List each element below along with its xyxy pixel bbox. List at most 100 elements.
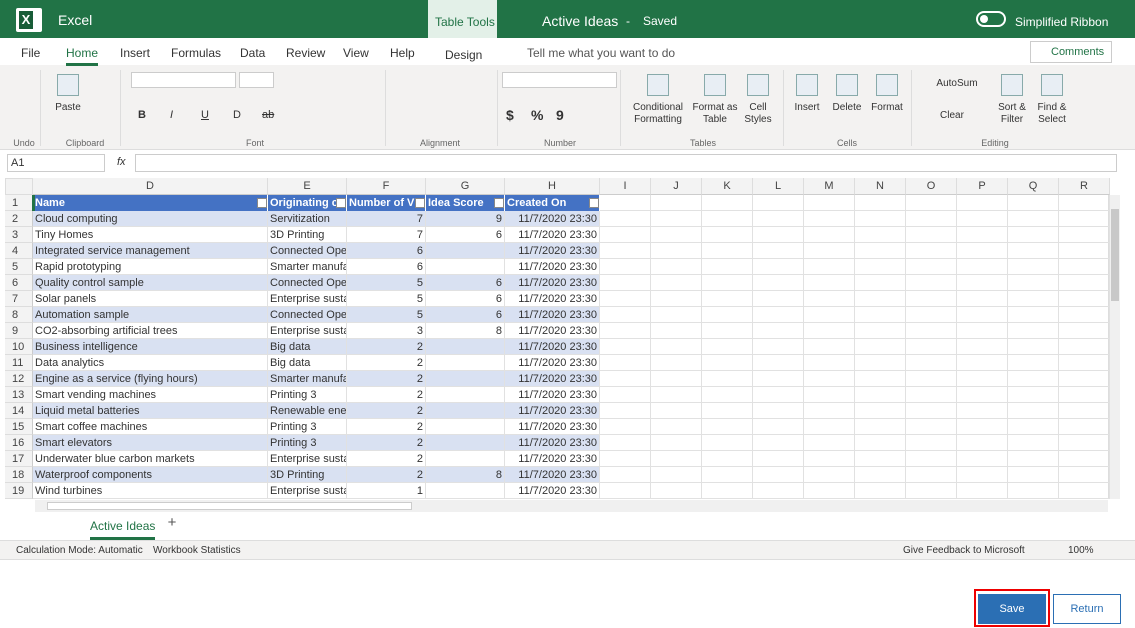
table-cell[interactable]: 11/7/2020 23:30 [505,339,600,355]
table-cell[interactable] [426,403,505,419]
table-cell[interactable] [426,483,505,499]
table-cell[interactable]: Smarter manufa [268,371,347,387]
column-header[interactable]: G [426,178,505,195]
table-cell[interactable]: 6 [426,291,505,307]
table-cell[interactable]: Enterprise susta [268,323,347,339]
table-cell[interactable]: 11/7/2020 23:30 [505,291,600,307]
table-cell[interactable]: 11/7/2020 23:30 [505,275,600,291]
formula-input[interactable] [135,154,1117,172]
table-cell[interactable]: 5 [347,307,426,323]
table-cell[interactable] [426,435,505,451]
table-header[interactable]: Created On [505,195,600,211]
column-header[interactable]: E [268,178,347,195]
comments-button[interactable] [1030,41,1112,63]
table-cell[interactable] [426,259,505,275]
table-cell[interactable]: 8 [426,467,505,483]
table-cell[interactable]: Connected Oper [268,243,347,259]
table-cell[interactable]: 6 [347,243,426,259]
table-cell[interactable]: 11/7/2020 23:30 [505,243,600,259]
table-cell[interactable]: 11/7/2020 23:30 [505,307,600,323]
table-cell[interactable]: Engine as a service (flying hours) [33,371,268,387]
number-button[interactable]: $ [506,107,514,123]
table-cell[interactable]: 11/7/2020 23:30 [505,371,600,387]
row-header[interactable]: 17 [5,451,33,467]
column-header[interactable]: O [906,178,957,195]
row-header[interactable]: 2 [5,211,33,227]
table-cell[interactable]: 2 [347,387,426,403]
table-cell[interactable]: Integrated service management [33,243,268,259]
table-cell[interactable]: Printing 3 [268,419,347,435]
table-cell[interactable]: 11/7/2020 23:30 [505,467,600,483]
table-cell[interactable]: Enterprise susta [268,451,347,467]
table-cell[interactable]: Data analytics [33,355,268,371]
feedback[interactable]: Give Feedback to Microsoft [903,545,1025,556]
filter-button[interactable] [257,198,267,208]
table-cell[interactable]: 2 [347,435,426,451]
row-header[interactable]: 15 [5,419,33,435]
table-cell[interactable]: 11/7/2020 23:30 [505,259,600,275]
ribbon-button[interactable]: Clear [940,110,964,121]
table-cell[interactable]: Tiny Homes [33,227,268,243]
ribbon-tab[interactable]: Data [240,46,266,60]
toggle[interactable] [976,11,1006,27]
table-cell[interactable]: 11/7/2020 23:30 [505,483,600,499]
row-header[interactable]: 8 [5,307,33,323]
add-sheet[interactable]: + [167,514,177,531]
row-header[interactable]: 11 [5,355,33,371]
ribbon-tab[interactable]: Home [66,46,99,66]
filter-button[interactable] [336,198,346,208]
table-cell[interactable] [426,419,505,435]
table-cell[interactable]: Servitization [268,211,347,227]
table-cell[interactable]: Underwater blue carbon markets [33,451,268,467]
table-cell[interactable]: Connected Oper [268,275,347,291]
table-cell[interactable]: Cloud computing [33,211,268,227]
table-header[interactable]: Number of Vi [347,195,426,211]
column-header[interactable]: D [33,178,268,195]
ribbon-tab[interactable]: View [343,46,369,60]
table-cell[interactable]: 2 [347,403,426,419]
table-cell[interactable]: 11/7/2020 23:30 [505,435,600,451]
row-header[interactable]: 10 [5,339,33,355]
font-button[interactable]: U [201,109,209,121]
column-header[interactable]: I [600,178,651,195]
table-cell[interactable]: 8 [426,323,505,339]
comments-label[interactable]: Comments [1051,46,1105,58]
table-cell[interactable]: 6 [347,259,426,275]
table-header[interactable]: Name [33,195,268,211]
column-header[interactable]: J [651,178,702,195]
row-header[interactable]: 13 [5,387,33,403]
column-header[interactable]: Q [1008,178,1059,195]
table-cell[interactable]: 11/7/2020 23:30 [505,451,600,467]
table-cell[interactable]: 3 [347,323,426,339]
number-button[interactable]: % [531,107,544,123]
table-cell[interactable] [426,243,505,259]
row-header[interactable]: 9 [5,323,33,339]
name-box[interactable] [7,154,105,172]
table-cell[interactable]: Waterproof components [33,467,268,483]
row-header[interactable]: 12 [5,371,33,387]
ribbon-button[interactable]: Cell Styles [744,102,772,125]
workbook-stats[interactable]: Workbook Statistics [153,545,241,556]
ribbon-tab[interactable]: Design [445,48,483,62]
ribbon-tab[interactable]: File [21,46,41,60]
column-header[interactable]: P [957,178,1008,195]
table-cell[interactable]: Smart coffee machines [33,419,268,435]
table-cell[interactable]: Smart elevators [33,435,268,451]
table-cell[interactable]: Connected Oper [268,307,347,323]
column-header[interactable]: K [702,178,753,195]
table-cell[interactable]: Wind turbines [33,483,268,499]
column-header[interactable]: F [347,178,426,195]
font-button[interactable]: ab [262,109,275,121]
table-cell[interactable]: Enterprise susta [268,483,347,499]
sheet-tab[interactable]: Active Ideas [90,519,156,540]
table-cell[interactable]: 11/7/2020 23:30 [505,403,600,419]
table-cell[interactable]: Big data [268,339,347,355]
filter-button[interactable] [415,198,425,208]
table-cell[interactable]: 2 [347,419,426,435]
table-cell[interactable] [426,371,505,387]
table-cell[interactable]: 3D Printing [268,467,347,483]
tell-me[interactable]: Tell me what you want to do [527,46,676,60]
table-cell[interactable]: 7 [347,211,426,227]
save-button[interactable]: Save [978,594,1046,624]
table-cell[interactable]: Liquid metal batteries [33,403,268,419]
